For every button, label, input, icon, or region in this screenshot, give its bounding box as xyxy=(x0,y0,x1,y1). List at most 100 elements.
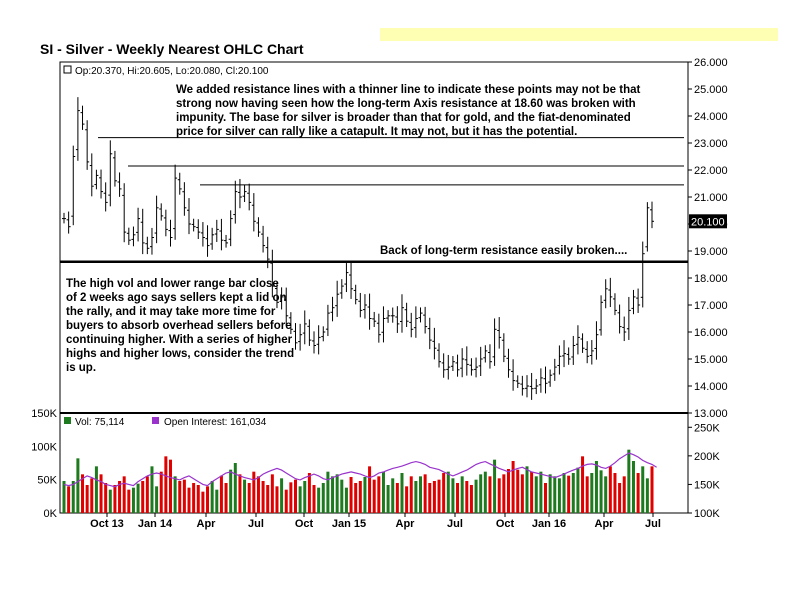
volume-bar xyxy=(280,478,284,513)
volume-bar xyxy=(493,459,497,513)
volume-bar xyxy=(437,479,441,513)
ohlc-bar xyxy=(571,335,576,365)
ohlc-bar xyxy=(612,293,617,316)
volume-bar xyxy=(173,476,177,513)
ohlc-bar xyxy=(501,333,506,363)
volume-bar xyxy=(511,461,515,513)
volume-bar xyxy=(136,483,140,513)
volume-annotation: highs and higher lows, consider the tren… xyxy=(66,348,294,360)
ohlc-bar xyxy=(506,348,511,378)
oi-legend: Open Interest: 161,034 xyxy=(164,417,267,428)
ohlc-bar xyxy=(358,292,363,318)
ohlc-bar xyxy=(233,180,238,224)
resistance-annotation: strong now having seen how the long-term… xyxy=(176,98,636,110)
volume-bar xyxy=(469,485,473,513)
ohlc-bar xyxy=(99,169,104,199)
ohlc-bar xyxy=(446,354,451,380)
time-axis-label: Jan 16 xyxy=(532,518,566,530)
ohlc-bar xyxy=(71,145,76,226)
volume-bar xyxy=(67,486,71,513)
ohlc-bar xyxy=(279,287,284,310)
volume-annotation: is up. xyxy=(66,362,96,374)
volume-bar xyxy=(113,485,117,513)
ohlc-bar xyxy=(307,319,312,346)
volume-bar xyxy=(581,456,585,513)
ohlc-bar xyxy=(557,345,562,375)
volume-bar xyxy=(94,466,98,513)
ohlc-bar xyxy=(650,201,654,229)
ohlc-bar xyxy=(543,366,548,394)
ohlc-bar xyxy=(455,354,460,377)
volume-bar xyxy=(618,483,622,513)
ohlc-bar xyxy=(191,218,196,232)
ohlc-bar xyxy=(432,327,437,360)
ohlc-bar xyxy=(492,318,497,366)
volume-bar xyxy=(562,473,566,513)
ohlc-bar xyxy=(298,323,303,351)
price-axis-label: 18.000 xyxy=(694,273,728,285)
ohlc-bar xyxy=(136,207,141,242)
volume-bar xyxy=(233,463,237,513)
ohlc-bar xyxy=(585,341,590,364)
ohlc-bar xyxy=(441,353,446,378)
volume-bar xyxy=(483,471,487,513)
ohlc-bar xyxy=(437,343,442,368)
volume-bar xyxy=(331,476,335,513)
ohlc-bar xyxy=(631,289,636,315)
ohlc-bar xyxy=(256,217,261,237)
volume-bar xyxy=(567,475,571,513)
volume-bar xyxy=(534,476,538,513)
volume-bar xyxy=(159,471,163,513)
volume-bar xyxy=(372,479,376,513)
ohlc-bar xyxy=(302,310,307,345)
volume-bar xyxy=(497,478,501,513)
ohlc-bar xyxy=(85,120,90,170)
price-axis-label: 17.000 xyxy=(694,300,728,312)
ohlc-bar xyxy=(339,279,344,299)
volume-bar xyxy=(530,471,534,513)
ohlc-bar xyxy=(399,294,404,333)
volume-bar xyxy=(386,485,390,513)
ohlc-bar xyxy=(487,344,492,369)
resistance-annotation: price for silver can rally like a catapu… xyxy=(176,126,577,138)
volume-bar xyxy=(409,476,413,513)
ohlc-bar xyxy=(524,375,529,398)
ohlc-bar xyxy=(112,150,117,187)
ohlc-bar xyxy=(316,325,321,355)
volume-bar xyxy=(81,474,85,513)
ohlc-bar xyxy=(75,97,80,161)
volume-bar xyxy=(488,476,492,513)
ohlc-bar xyxy=(284,287,289,326)
ohlc-bar xyxy=(386,310,391,323)
ohlc-bar xyxy=(321,326,326,342)
time-axis-label: Jan 14 xyxy=(138,518,173,530)
ohlc-bar xyxy=(205,225,210,257)
oi-axis-label: 150K xyxy=(694,479,720,491)
ohlc-bar xyxy=(140,208,145,255)
volume-bar xyxy=(419,476,423,513)
ohlc-bar xyxy=(450,356,455,372)
volume-bar xyxy=(631,461,635,513)
volume-bar xyxy=(391,478,395,513)
ohlc-bar xyxy=(274,281,279,309)
price-axis-label: 14.000 xyxy=(694,381,728,393)
volume-bar xyxy=(266,485,270,513)
ohlc-bar xyxy=(173,164,178,240)
ohlc-bar xyxy=(163,209,168,237)
ohlc-bar xyxy=(103,182,108,212)
ohlc-bar xyxy=(390,307,395,323)
ohlc-bar xyxy=(566,347,571,365)
volume-bar xyxy=(62,481,66,513)
time-axis-label: Jul xyxy=(248,518,264,530)
ohlc-bar xyxy=(131,226,136,247)
volume-bar xyxy=(298,486,302,513)
volume-bar xyxy=(474,479,478,513)
price-axis-label: 13.000 xyxy=(694,408,728,420)
ohlc-bar xyxy=(538,368,543,393)
oi-axis-label: 250K xyxy=(694,422,720,434)
ohlc-bar xyxy=(589,340,594,365)
time-axis-label: Apr xyxy=(396,518,416,530)
volume-bar xyxy=(196,485,200,513)
volume-bar xyxy=(131,487,135,513)
ohlc-bar xyxy=(608,277,613,308)
